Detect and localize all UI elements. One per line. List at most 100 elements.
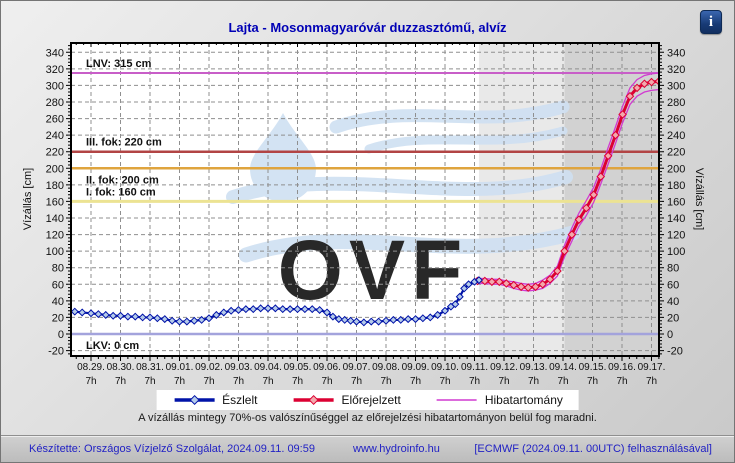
- svg-text:60: 60: [52, 279, 64, 291]
- svg-text:100: 100: [667, 246, 685, 258]
- footer-site-link[interactable]: www.hydroinfo.hu: [353, 443, 440, 455]
- svg-text:09.05.: 09.05.: [284, 362, 312, 373]
- svg-text:7h: 7h: [380, 376, 391, 387]
- reference-line-label-0: LNV: 315 cm: [86, 58, 152, 70]
- svg-text:220: 220: [46, 147, 64, 159]
- svg-text:7h: 7h: [262, 376, 273, 387]
- reference-line-label-4: LKV: 0 cm: [86, 340, 139, 352]
- svg-text:200: 200: [46, 163, 64, 175]
- svg-text:40: 40: [52, 296, 64, 308]
- svg-text:09.10.: 09.10.: [431, 362, 459, 373]
- svg-text:300: 300: [667, 80, 685, 92]
- svg-text:120: 120: [667, 230, 685, 242]
- observed-line-glyph: [174, 394, 215, 406]
- svg-text:300: 300: [46, 80, 64, 92]
- svg-text:09.16.: 09.16.: [608, 362, 636, 373]
- svg-text:160: 160: [667, 196, 685, 208]
- forecast-series: [473, 76, 659, 292]
- observed-series: [71, 276, 483, 327]
- probability-note: A vízállás mintegy 70%-os valószínűségge…: [138, 412, 597, 424]
- footer-bar: Készítette: Országos Vízjelző Szolgálat,…: [1, 435, 734, 462]
- svg-text:09.08.: 09.08.: [372, 362, 400, 373]
- plot-border: [70, 42, 660, 357]
- svg-text:320: 320: [46, 64, 64, 76]
- svg-text:7h: 7h: [528, 376, 539, 387]
- svg-text:09.04.: 09.04.: [254, 362, 282, 373]
- forecast-region-1: [564, 43, 659, 356]
- svg-text:08.30.: 08.30.: [107, 362, 135, 373]
- svg-text:09.02.: 09.02.: [195, 362, 223, 373]
- svg-text:240: 240: [46, 130, 64, 142]
- info-icon[interactable]: i: [700, 10, 722, 34]
- svg-text:180: 180: [46, 180, 64, 192]
- footer-model-info: [ECMWF (2024.09.11. 00UTC) felhasználásá…: [474, 443, 712, 455]
- svg-text:08.29.: 08.29.: [77, 362, 105, 373]
- svg-text:09.14.: 09.14.: [549, 362, 577, 373]
- svg-text:280: 280: [667, 97, 685, 109]
- svg-text:7h: 7h: [587, 376, 598, 387]
- svg-text:7h: 7h: [646, 376, 657, 387]
- legend-item-observed: Észlelt: [172, 393, 257, 407]
- y-axis-title-right: Vízállás [cm]: [693, 168, 705, 230]
- svg-text:09.15.: 09.15.: [579, 362, 607, 373]
- svg-text:09.07.: 09.07.: [343, 362, 371, 373]
- svg-text:7h: 7h: [144, 376, 155, 387]
- svg-text:09.13.: 09.13.: [520, 362, 548, 373]
- svg-text:180: 180: [667, 180, 685, 192]
- svg-text:09.09.: 09.09.: [402, 362, 430, 373]
- svg-text:100: 100: [46, 246, 64, 258]
- svg-text:7h: 7h: [439, 376, 450, 387]
- svg-text:340: 340: [46, 47, 64, 59]
- y-axis-labels: -20 -20 0 0 20 20 40 40 60 60 80 80 100 100 120 120 140 1…: [46, 47, 686, 357]
- svg-text:120: 120: [46, 230, 64, 242]
- svg-text:0: 0: [58, 329, 64, 341]
- y-axis-title-left: Vízállás [cm]: [22, 168, 34, 230]
- svg-text:7h: 7h: [469, 376, 480, 387]
- svg-text:7h: 7h: [410, 376, 421, 387]
- legend-label-error-band: Hibatartomány: [484, 393, 563, 407]
- svg-text:340: 340: [667, 47, 685, 59]
- svg-text:7h: 7h: [498, 376, 509, 387]
- svg-text:08.31.: 08.31.: [136, 362, 164, 373]
- svg-text:260: 260: [667, 114, 685, 126]
- x-axis-labels: 08.29. 7h 08.30. 7h 08.31. 7h 09.01. 7h 09.02. 7h…: [77, 362, 665, 387]
- svg-text:7h: 7h: [616, 376, 627, 387]
- svg-text:7h: 7h: [115, 376, 126, 387]
- error-band-line-glyph: [436, 399, 477, 401]
- info-icon-glyph: i: [708, 13, 714, 30]
- svg-text:20: 20: [52, 312, 64, 324]
- svg-text:60: 60: [667, 279, 679, 291]
- svg-text:320: 320: [667, 64, 685, 76]
- svg-text:7h: 7h: [351, 376, 362, 387]
- svg-text:240: 240: [667, 130, 685, 142]
- reference-line-label-3: I. fok: 160 cm: [86, 186, 156, 198]
- svg-text:-20: -20: [48, 346, 64, 358]
- svg-text:09.12.: 09.12.: [490, 362, 518, 373]
- svg-text:140: 140: [667, 213, 685, 225]
- svg-text:7h: 7h: [174, 376, 185, 387]
- svg-text:160: 160: [46, 196, 64, 208]
- page-title: Lajta - Mosonmagyaróvár duzzasztómű, alv…: [228, 20, 507, 35]
- svg-text:200: 200: [667, 163, 685, 175]
- legend-item-forecast: Előrejelzett: [291, 393, 401, 407]
- legend-label-forecast: Előrejelzett: [341, 393, 401, 407]
- legend-label-observed: Észlelt: [222, 393, 258, 407]
- svg-text:09.03.: 09.03.: [225, 362, 253, 373]
- svg-text:80: 80: [667, 263, 679, 275]
- svg-text:260: 260: [46, 114, 64, 126]
- forecast-region-0: [478, 43, 565, 356]
- reference-line-label-1: III. fok: 220 cm: [86, 137, 162, 149]
- ovf-watermark: OVF: [226, 100, 581, 317]
- svg-text:0: 0: [667, 329, 673, 341]
- water-level-chart: OVF LNV: 315 cm III. fok: 220 cm II. fok: 2…: [22, 42, 705, 387]
- svg-text:09.01.: 09.01.: [166, 362, 194, 373]
- svg-text:220: 220: [667, 147, 685, 159]
- svg-text:7h: 7h: [233, 376, 244, 387]
- forecast-line-glyph: [293, 394, 334, 406]
- svg-text:20: 20: [667, 312, 679, 324]
- svg-text:7h: 7h: [203, 376, 214, 387]
- chart-legend: Észlelt Előrejelzett Hibatartomány: [156, 390, 579, 410]
- svg-text:7h: 7h: [321, 376, 332, 387]
- svg-text:140: 140: [46, 213, 64, 225]
